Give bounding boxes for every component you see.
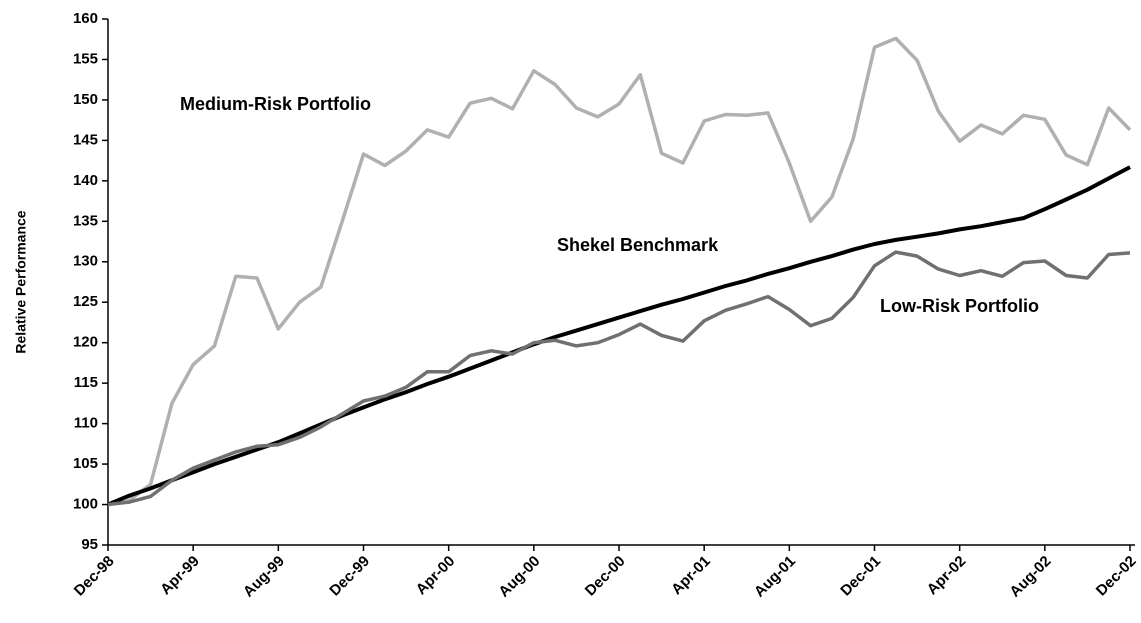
x-tick-label: Aug-99 <box>240 553 288 601</box>
series-line <box>107 250 1131 507</box>
y-tick-label: 135 <box>73 212 98 229</box>
series-label: Shekel Benchmark <box>557 235 719 255</box>
y-tick-label: 110 <box>74 415 98 432</box>
y-tick-label: 155 <box>73 50 98 67</box>
x-tick-label: Apr-01 <box>668 553 714 599</box>
y-tick-label: 145 <box>73 131 98 148</box>
x-tick-label: Dec-98 <box>71 553 118 600</box>
series-line <box>107 165 1131 507</box>
y-tick-label: 120 <box>73 334 98 351</box>
y-tick-label: 95 <box>81 536 98 553</box>
x-tick-label: Apr-02 <box>924 553 970 599</box>
x-tick-label: Aug-00 <box>495 553 543 601</box>
y-tick-label: 150 <box>73 91 98 108</box>
y-tick-label: 130 <box>73 253 98 270</box>
x-tick-label: Dec-00 <box>582 553 629 600</box>
x-tick-label: Dec-99 <box>326 553 373 600</box>
x-tick-label: Dec-01 <box>837 553 884 600</box>
y-tick-label: 160 <box>73 10 98 27</box>
y-axis-label: Relative Performance <box>13 210 29 353</box>
y-tick-label: 125 <box>73 293 98 310</box>
series-line <box>107 36 1132 507</box>
series-label: Low-Risk Portfolio <box>880 296 1039 316</box>
x-tick-label: Aug-01 <box>751 553 799 601</box>
y-tick-label: 100 <box>73 496 98 513</box>
x-tick-label: Aug-02 <box>1006 553 1054 601</box>
series-label: Medium-Risk Portfolio <box>180 94 371 114</box>
x-tick-label: Apr-00 <box>413 553 459 599</box>
y-tick-label: 105 <box>73 455 98 472</box>
y-tick-label: 140 <box>73 172 98 189</box>
x-tick-label: Dec-02 <box>1093 553 1140 600</box>
x-tick-label: Apr-99 <box>157 553 203 599</box>
y-tick-label: 115 <box>74 374 98 391</box>
